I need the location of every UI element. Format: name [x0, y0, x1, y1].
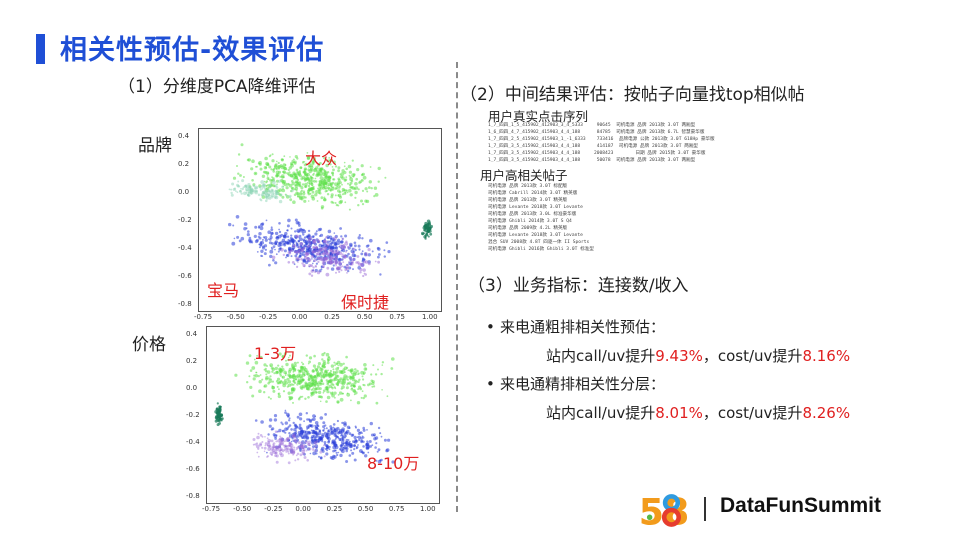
list-line: 1_7_四四_2_5_415902_415903_1_-1_6333 73341…	[488, 137, 715, 142]
slide-title: 相关性预估-效果评估	[60, 35, 325, 66]
metric-coarse-ranking: 站内call/uv提升9.43%，cost/uv提升8.16%	[546, 345, 850, 366]
section1-title: （1）分维度PCA降维评估	[118, 77, 316, 97]
x-tick-label: -0.25	[264, 505, 283, 513]
list-line: 司机电源 Cabrill 2014款 3.0T 精英版	[488, 191, 578, 196]
list-line: 司机电源 品牌 2013款 3.0L 标准豪华版	[488, 212, 577, 217]
footer-brand: DataFunSummit	[720, 494, 882, 517]
svg-text:58: 58	[639, 491, 690, 530]
x-tick-label: 0.00	[295, 505, 312, 513]
bullet-label: 来电通粗排相关性预估：	[500, 318, 666, 336]
list-line: 1_7_四四_3_5_415902_415903_4_4_188 50078 司…	[488, 158, 696, 163]
metric-text: ，cost/uv提升	[702, 347, 803, 365]
user-rel-list: 司机电源 品牌 2013款 3.0T 标配版司机电源 Cabrill 2014款…	[488, 183, 594, 253]
bullet-dot: •	[486, 375, 495, 393]
y-tick-label: -0.2	[178, 216, 192, 224]
price-plot-frame	[206, 326, 440, 504]
metric-text: 站内call/uv提升	[546, 347, 656, 365]
logo-divider	[704, 497, 706, 521]
metric-call-uv: 9.43%	[655, 347, 703, 365]
metric-text: ，cost/uv提升	[702, 404, 803, 422]
bullet-coarse-ranking: • 来电通粗排相关性预估：	[486, 316, 665, 337]
list-line: 司机电源 Levante 2018款 3.0T Levante	[488, 205, 583, 210]
bullet-fine-ranking: • 来电通精排相关性分层：	[486, 373, 665, 394]
annotation-dazhong: 大众	[305, 149, 338, 168]
y-tick-label: -0.8	[186, 492, 200, 500]
metric-call-uv: 8.01%	[655, 404, 703, 422]
y-tick-label: -0.6	[186, 465, 200, 473]
x-tick-label: -0.25	[259, 313, 278, 321]
section2-title: （2）中间结果评估：按帖子向量找top相似帖	[460, 85, 805, 105]
logo-58-icon: 58	[639, 491, 690, 530]
annotation-baoma: 宝马	[207, 281, 240, 300]
x-tick-label: 0.25	[326, 505, 343, 513]
y-tick-label: 0.4	[186, 330, 198, 338]
annotation-8-10wan: 8-10万	[367, 454, 420, 473]
list-line: 司机电源 品牌 2013款 3.0T 精英版	[488, 198, 568, 203]
list-line: 1_7_四四_3_5_415902_415903_4_4_188 414187 …	[488, 144, 699, 149]
metric-text: 站内call/uv提升	[546, 404, 656, 422]
brand-label: 品牌	[138, 136, 172, 156]
list-line: 司机电源 Ghibli 2016款 Ghibli 3.0T 标准型	[488, 247, 594, 252]
y-tick-label: 0.2	[178, 160, 190, 168]
y-tick-label: 0.0	[186, 384, 198, 392]
list-line: 1_7_四四_3_5_415902_415903_4_4_188 2008423…	[488, 151, 706, 156]
list-line: 司机电源 Levante 2018款 3.0T Levante	[488, 233, 583, 238]
y-tick-label: 0.0	[178, 188, 190, 196]
x-tick-label: 0.25	[324, 313, 340, 321]
user-rel-title: 用户高相关帖子	[480, 168, 568, 183]
price-label: 价格	[132, 335, 166, 355]
user-click-list: 1_7_四四_1_5_415902_412903_3_4_5333 90645 …	[488, 122, 715, 164]
x-tick-label: -0.75	[194, 313, 213, 321]
annotation-1-3wan: 1-3万	[254, 344, 297, 363]
list-line: 司机电源 品牌 2009款 4.2L 精英版	[488, 226, 568, 231]
x-tick-label: 1.00	[420, 505, 436, 513]
price-scatter-svg	[214, 351, 395, 465]
brand-plot-frame	[198, 128, 442, 312]
list-line: 1_6_四四_4_7_415902_415903_4_4_188 84785 司…	[488, 130, 705, 135]
y-tick-label: -0.6	[178, 272, 192, 280]
y-tick-label: 0.2	[186, 357, 198, 365]
user-click-title: 用户真实点击序列	[488, 109, 589, 124]
x-tick-label: -0.75	[202, 505, 221, 513]
metric-fine-ranking: 站内call/uv提升8.01%，cost/uv提升8.26%	[546, 402, 850, 423]
list-line: 司机电源 Ghibli 2014款 3.0T S Q4	[488, 219, 572, 224]
brand-scatter-svg	[228, 143, 433, 278]
list-line: 司机电源 品牌 2013款 3.0T 标配版	[488, 184, 568, 189]
x-tick-label: 0.75	[389, 313, 406, 321]
y-tick-label: -0.4	[186, 438, 200, 446]
bullet-label: 来电通精排相关性分层：	[500, 375, 666, 393]
y-tick-label: 0.4	[178, 132, 190, 140]
x-tick-label: 1.00	[422, 313, 438, 321]
y-tick-label: -0.8	[178, 300, 192, 308]
x-tick-label: 0.50	[356, 313, 373, 321]
list-line: 混合 SUV 2008款 4.8T 四驱一体 II Sports	[488, 240, 590, 245]
x-tick-label: 0.00	[291, 313, 308, 321]
x-tick-label: -0.50	[226, 313, 245, 321]
section3-title: （3）业务指标：连接数/收入	[468, 276, 689, 296]
metric-cost-uv: 8.26%	[802, 404, 851, 422]
y-tick-label: -0.2	[186, 411, 200, 419]
x-tick-label: 0.75	[388, 505, 405, 513]
bullet-dot: •	[486, 318, 495, 336]
x-tick-label: 0.50	[357, 505, 374, 513]
vertical-divider	[456, 62, 458, 512]
list-line: 1_7_四四_1_5_415902_412903_3_4_5333 90645 …	[488, 123, 696, 128]
annotation-baoshijie: 保时捷	[341, 293, 390, 312]
metric-cost-uv: 8.16%	[802, 347, 851, 365]
x-tick-label: -0.50	[233, 505, 252, 513]
y-tick-label: -0.4	[178, 244, 192, 252]
title-accent-bar	[36, 34, 45, 64]
